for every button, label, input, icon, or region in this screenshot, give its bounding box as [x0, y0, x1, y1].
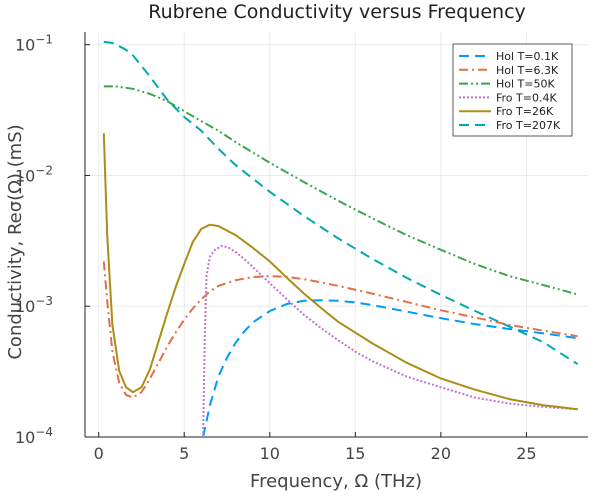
- legend-label: Hol T=0.1K: [496, 50, 559, 63]
- legend-label: Hol T=50K: [496, 78, 555, 91]
- series-lines: [102, 40, 579, 437]
- legend-label: Hol T=6.3K: [496, 64, 559, 77]
- x-axis-label: Frequency, Ω (THz): [250, 471, 422, 492]
- x-tick-label: 25: [516, 444, 536, 463]
- legend-box: [452, 43, 573, 137]
- y-axis-label: Conductivity, Reσ(Ω) (mS): [5, 124, 26, 359]
- series-line-4: [202, 244, 578, 437]
- series-line-6: [103, 40, 579, 366]
- x-tick-label: 10: [260, 444, 280, 463]
- legend-label: Fro T=0.4K: [496, 91, 557, 104]
- series-line-1: [202, 299, 578, 437]
- series-line-5: [102, 133, 578, 411]
- axes-frame: [84, 32, 588, 438]
- chart-title: Rubrene Conductivity versus Frequency: [148, 1, 526, 23]
- x-tick-label: 15: [345, 444, 365, 463]
- legend-label: Fro T=26K: [496, 105, 554, 118]
- series-line-3: [103, 85, 578, 296]
- y-tick-label: 10−1: [15, 33, 53, 55]
- x-tick-label: 20: [431, 444, 451, 463]
- x-tick-label: 0: [94, 444, 104, 463]
- y-tick-label: 10−4: [15, 425, 53, 447]
- x-tick-label: 5: [179, 444, 189, 463]
- legend-label: Fro T=207K: [496, 119, 561, 132]
